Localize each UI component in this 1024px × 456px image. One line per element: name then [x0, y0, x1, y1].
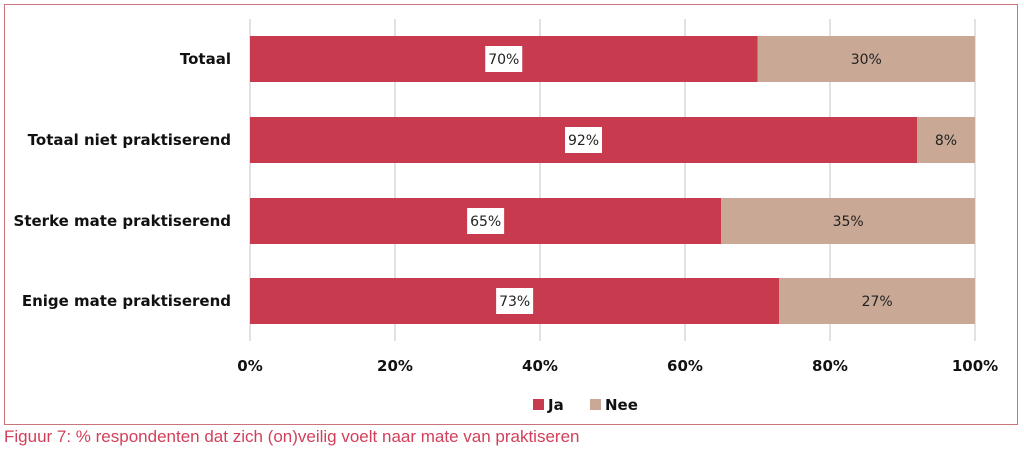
- bar-nee-0: [757, 36, 975, 82]
- category-label-1: Totaal niet praktiserend: [28, 131, 231, 149]
- data-label-nee-1: 8%: [935, 133, 957, 149]
- data-label-ja-3: 73%: [499, 294, 530, 310]
- figure-caption: Figuur 7: % respondenten dat zich (on)ve…: [4, 427, 580, 446]
- chart-frame: 70% 30% Totaal 92% 8% Totaal niet praktiseren…: [4, 4, 1018, 425]
- stacked-bar-chart: 70% 30% Totaal 92% 8% Totaal niet praktiseren…: [14, 19, 998, 414]
- category-label-2: Sterke mate praktiserend: [14, 212, 231, 230]
- data-label-box-2: [467, 208, 505, 234]
- legend-label-nee: Nee: [605, 396, 638, 414]
- bar-nee-2: [721, 198, 975, 244]
- x-tick-label-0: 0%: [237, 357, 262, 375]
- data-label-box-1: [565, 127, 602, 153]
- bar-nee-1: [917, 117, 975, 163]
- category-label-0: Totaal: [180, 50, 231, 68]
- x-tick-label-4: 80%: [812, 357, 848, 375]
- x-tick-label-2: 40%: [522, 357, 558, 375]
- category-label-3: Enige mate praktiserend: [22, 292, 231, 310]
- data-label-ja-1: 92%: [568, 133, 599, 149]
- data-label-nee-0: 30%: [851, 52, 882, 68]
- legend-swatch-ja: [533, 399, 544, 410]
- data-label-box-3: [496, 288, 534, 314]
- x-tick-label-1: 20%: [377, 357, 413, 375]
- legend-label-ja: Ja: [547, 396, 564, 414]
- data-label-nee-3: 27%: [862, 294, 893, 310]
- bar-nee-3: [779, 278, 975, 324]
- data-label-ja-0: 70%: [488, 52, 519, 68]
- data-label-box-0: [485, 46, 523, 72]
- x-tick-label-5: 100%: [952, 357, 998, 375]
- data-label-ja-2: 65%: [470, 214, 501, 230]
- x-tick-label-3: 60%: [667, 357, 703, 375]
- data-label-nee-2: 35%: [833, 214, 864, 230]
- legend-swatch-nee: [590, 399, 601, 410]
